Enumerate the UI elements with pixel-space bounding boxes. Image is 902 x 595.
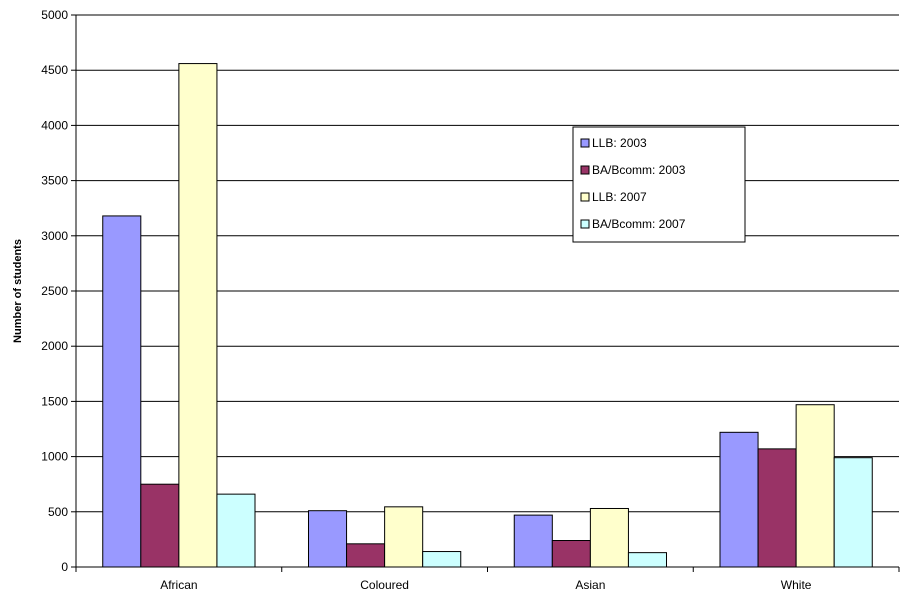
x-tick-label: African (160, 578, 197, 592)
y-tick-label: 2500 (41, 284, 68, 298)
legend-swatch (580, 165, 590, 175)
y-axis-ticks: 0 500 1000 1500 2000 2500 3000 3500 4000 4500 5000 (41, 8, 76, 574)
bar-llb-2007-african (178, 63, 218, 568)
y-tick-label: 500 (48, 505, 68, 519)
bar-llb-2007-asian (589, 507, 629, 568)
y-axis-label: Number of students (12, 239, 24, 343)
x-tick-label: Coloured (360, 578, 409, 592)
legend-swatch (580, 138, 590, 148)
y-tick-label: 5000 (41, 8, 68, 22)
y-tick-label: 3000 (41, 229, 68, 243)
bar-ba-bcomm-2007-african (216, 493, 256, 568)
x-axis-ticks: African Coloured Asian White (75, 567, 900, 592)
bar-llb-2003-asian (513, 514, 553, 568)
bar-llb-2003-african (102, 215, 142, 568)
bar-llb-2003-coloured (307, 510, 348, 568)
x-tick-label: Asian (575, 578, 605, 592)
legend-label: LLB: 2003 (592, 136, 647, 150)
x-tick-label: White (781, 578, 812, 592)
bar-ba-bcomm-2003-african (140, 483, 180, 568)
y-tick-label: 0 (61, 560, 68, 574)
y-tick-label: 4000 (41, 118, 68, 132)
y-tick-label: 4500 (41, 63, 68, 77)
bar-llb-2003-white (719, 431, 759, 568)
legend-label: BA/Bcomm: 2007 (592, 217, 686, 231)
bar-ba-bcomm-2007-asian (627, 552, 668, 568)
y-tick-label: 1000 (41, 450, 68, 464)
bar-ba-bcomm-2007-coloured (422, 551, 462, 568)
y-tick-label: 3500 (41, 174, 68, 188)
bar-ba-bcomm-2003-coloured (346, 543, 386, 568)
y-tick-label: 2000 (41, 339, 68, 353)
legend-label: LLB: 2007 (592, 190, 647, 204)
legend-swatch (580, 192, 590, 202)
bar-llb-2007-white (795, 404, 835, 568)
bars (102, 63, 873, 568)
bar-llb-2007-coloured (384, 506, 424, 568)
legend-swatch (580, 219, 590, 229)
y-tick-label: 1500 (41, 394, 68, 408)
bar-ba-bcomm-2003-white (757, 448, 797, 568)
legend-label: BA/Bcomm: 2003 (592, 163, 686, 177)
bar-ba-bcomm-2003-asian (551, 540, 591, 568)
legend: LLB: 2003 BA/Bcomm: 2003 LLB: 2007 BA/Bcomm… (572, 126, 746, 243)
legend-box (572, 126, 746, 243)
bar-ba-bcomm-2007-white (833, 457, 873, 568)
